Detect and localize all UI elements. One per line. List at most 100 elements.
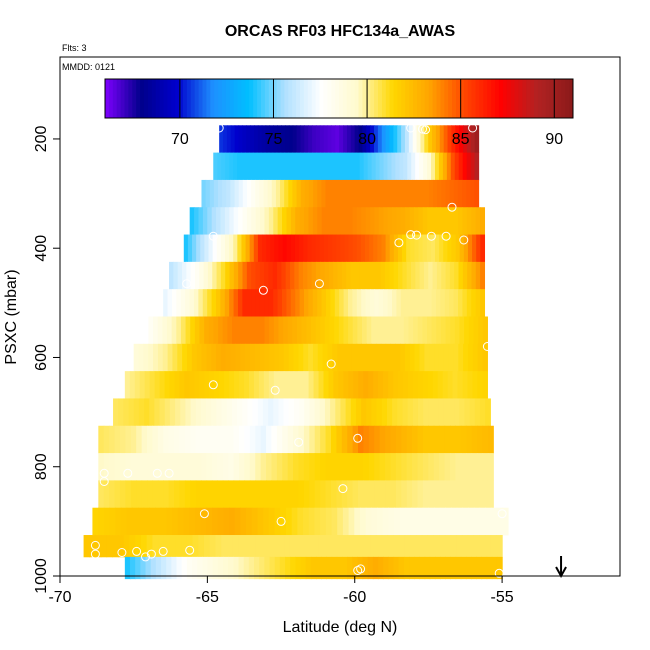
heatmap-cell: [109, 507, 116, 536]
heatmap-cell: [163, 425, 170, 454]
colorbar-segment: [186, 79, 192, 118]
heatmap-cell: [279, 343, 285, 372]
heatmap-cell: [407, 371, 414, 399]
heatmap-cell: [221, 398, 228, 427]
heatmap-cell: [288, 152, 294, 181]
heatmap-cell: [226, 398, 233, 427]
heatmap-cell: [242, 398, 249, 427]
heatmap-cell: [220, 261, 226, 290]
heatmap-cell: [179, 480, 186, 509]
sample-point: [356, 564, 366, 574]
heatmap-cell: [379, 425, 386, 454]
heatmap-cell: [83, 535, 90, 558]
heatmap-cell: [440, 556, 446, 580]
heatmap-cell: [391, 152, 396, 181]
colorbar-segment: [475, 79, 480, 118]
heatmap-cell: [341, 556, 348, 580]
colorbar-segment: [557, 79, 562, 118]
colorbar-segment: [214, 79, 219, 118]
heatmap-cell: [439, 234, 444, 263]
heatmap-cell: [285, 261, 291, 290]
heatmap-cell: [174, 453, 181, 481]
heatmap-cell: [300, 179, 306, 208]
heatmap-cell: [277, 207, 283, 235]
heatmap-cell: [439, 535, 446, 558]
sample-point: [468, 123, 478, 133]
heatmap-cell: [325, 453, 332, 481]
heatmap-cell: [385, 234, 391, 263]
heatmap-cell: [487, 480, 494, 509]
heatmap-cell: [358, 453, 365, 481]
heatmap-cell: [313, 179, 318, 208]
colorbar-segment: [296, 79, 301, 118]
heatmap-cell: [379, 453, 386, 481]
heatmap-cell: [216, 261, 222, 290]
heatmap-cell: [395, 480, 402, 509]
heatmap-cell: [229, 371, 235, 399]
heatmap-cell: [412, 371, 419, 399]
heatmap-cell: [112, 535, 119, 558]
heatmap-cell: [176, 556, 183, 580]
heatmap-cell: [462, 207, 468, 235]
heatmap-cell: [255, 316, 261, 345]
heatmap-cell: [233, 480, 240, 509]
y-tick-label: 400: [33, 235, 50, 262]
heatmap-cell: [144, 371, 151, 399]
heatmap-cell: [432, 261, 438, 290]
sample-point: [146, 549, 156, 559]
heatmap-cell: [358, 425, 365, 454]
heatmap-cell: [366, 343, 372, 372]
colorbar-segment: [288, 79, 293, 118]
heatmap-cell: [292, 316, 298, 345]
heatmap-cell: [171, 556, 178, 580]
heatmap-cell: [471, 425, 478, 454]
heatmap-cell: [461, 535, 469, 558]
heatmap-cell: [255, 207, 261, 235]
heatmap-cell: [238, 179, 244, 208]
heatmap-cell: [193, 289, 199, 317]
heatmap-cell: [233, 289, 239, 317]
heatmap-cell: [466, 207, 472, 235]
heatmap-cell: [268, 207, 274, 235]
heatmap-cell: [92, 507, 99, 536]
heatmap-cell: [177, 507, 185, 536]
heatmap-cell: [167, 289, 173, 317]
colorbar-segment: [424, 79, 430, 118]
heatmap-cell: [479, 535, 486, 558]
heatmap-cell: [339, 207, 345, 235]
heatmap-cell: [242, 207, 248, 235]
heatmap-cell: [213, 152, 218, 181]
heatmap-cell: [89, 535, 96, 558]
heatmap-cell: [471, 556, 477, 580]
colorbar-segment: [448, 79, 453, 118]
heatmap-cell: [146, 535, 153, 558]
heatmap-cell: [295, 289, 301, 317]
heatmap-cell: [172, 343, 178, 372]
heatmap-cell: [358, 480, 365, 509]
heatmap-cell: [350, 179, 356, 208]
heatmap-cell: [354, 507, 361, 536]
heatmap-cell: [304, 125, 309, 154]
heatmap-cell: [449, 425, 456, 454]
heatmap-cell: [137, 507, 145, 536]
heatmap-cell: [133, 343, 140, 372]
heatmap-cell: [267, 535, 274, 558]
heatmap-cell: [404, 535, 411, 558]
heatmap-cell: [255, 261, 261, 290]
heatmap-cell: [449, 453, 456, 481]
heatmap-cell: [216, 234, 222, 263]
heatmap-cell: [402, 261, 408, 290]
colorbar-segment: [144, 79, 149, 118]
colorbar-segment: [159, 79, 164, 118]
sample-point: [90, 549, 100, 559]
heatmap-cell: [274, 343, 280, 372]
heatmap-cell: [444, 207, 450, 235]
heatmap-cell: [157, 425, 164, 454]
heatmap-cell: [385, 480, 392, 509]
heatmap-cell: [320, 425, 327, 454]
heatmap-cell: [371, 398, 378, 427]
heatmap-cell: [486, 556, 493, 580]
colorbar-tick-label: 85: [452, 131, 470, 148]
heatmap-cell: [449, 179, 455, 208]
heatmap-cell: [462, 152, 468, 181]
